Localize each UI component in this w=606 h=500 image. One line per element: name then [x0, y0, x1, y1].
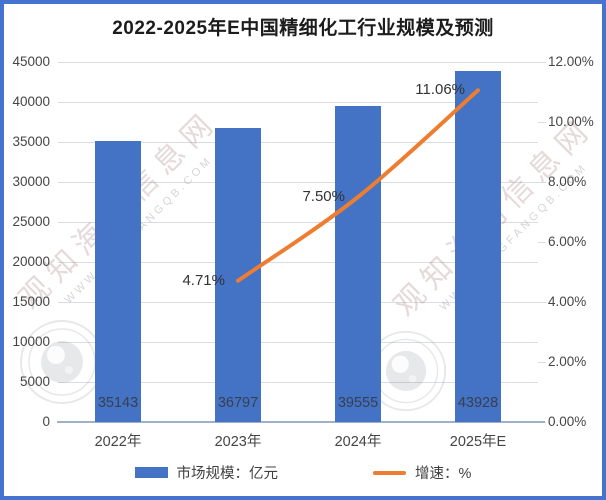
legend-item-market-size[interactable]: 市场规模：亿元	[134, 462, 279, 483]
right-axis-tick-mark	[538, 61, 546, 63]
y-axis-tick-label-left: 10000	[12, 334, 50, 349]
bar-value-label: 43928	[457, 395, 499, 411]
x-axis-category-label: 2025年E	[449, 434, 507, 450]
gridline	[58, 341, 538, 343]
y-axis-tick-label-right: 0.00%	[548, 414, 587, 429]
line-value-label: 4.71%	[182, 271, 225, 289]
y-axis-tick-label-left: 40000	[12, 94, 50, 109]
y-axis-tick-label-left: 5000	[19, 374, 50, 389]
bar-series-swatch-icon	[134, 467, 168, 478]
gridline	[58, 301, 538, 303]
y-axis-tick-label-right: 8.00%	[548, 174, 587, 189]
gridline	[58, 381, 538, 383]
y-axis-tick-label-left: 0	[42, 414, 50, 429]
bar-2024年	[335, 105, 381, 422]
right-axis-tick-mark	[538, 181, 546, 183]
y-axis-tick-label-left: 25000	[12, 214, 50, 229]
right-axis-tick-mark	[538, 121, 546, 123]
legend: 市场规模：亿元 增速：%	[0, 462, 606, 483]
line-series-swatch-icon	[373, 470, 407, 475]
x-axis-line	[57, 421, 545, 423]
right-axis-tick-mark	[538, 361, 546, 363]
y-axis-tick-label-right: 10.00%	[548, 114, 594, 129]
y-axis-tick-label-right: 2.00%	[548, 354, 587, 369]
gridline	[58, 61, 538, 63]
legend-item-growth-rate[interactable]: 增速：%	[373, 462, 471, 483]
line-value-label: 7.50%	[302, 188, 345, 205]
legend-label-growth-rate: 增速：%	[415, 466, 472, 482]
legend-label-market-size: 市场规模：亿元	[176, 466, 279, 482]
y-axis-tick-label-right: 6.00%	[548, 234, 587, 249]
y-axis-tick-label-left: 15000	[12, 294, 50, 309]
y-axis-tick-label-left: 20000	[12, 254, 50, 269]
y-axis-tick-label-left: 30000	[12, 174, 50, 189]
y-axis-tick-label-left: 35000	[12, 134, 50, 149]
chart-title: 2022-2025年E中国精细化工行业规模及预测	[112, 18, 494, 39]
bar-value-label: 36797	[217, 395, 259, 411]
y-axis-tick-label-left: 45000	[12, 54, 50, 69]
bar-2025年E	[455, 70, 501, 422]
x-axis-category-label: 2023年	[214, 434, 262, 450]
right-axis-tick-mark	[538, 301, 546, 303]
bar-2022年	[95, 140, 141, 422]
bar-value-label: 39555	[337, 395, 379, 411]
y-axis-tick-label-right: 12.00%	[548, 54, 594, 69]
line-value-label: 11.06%	[415, 81, 465, 99]
right-axis-tick-mark	[538, 241, 546, 243]
y-axis-tick-label-right: 4.00%	[548, 294, 587, 309]
x-axis-category-label: 2024年	[334, 434, 382, 450]
x-axis-category-label: 2022年	[94, 434, 142, 450]
bar-value-label: 35143	[97, 395, 139, 411]
